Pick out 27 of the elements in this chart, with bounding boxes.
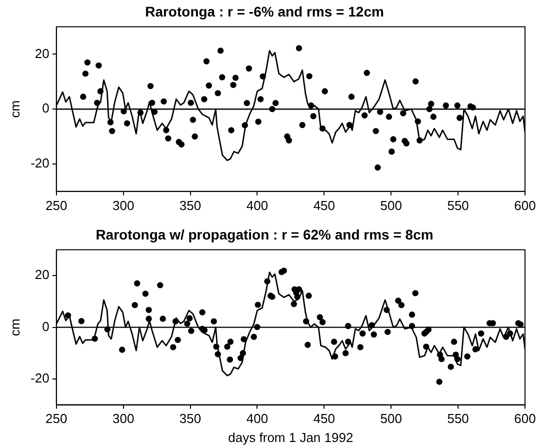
y-tick-label: 20 bbox=[34, 46, 50, 61]
y-tick-label: 0 bbox=[42, 100, 50, 116]
x-tick-label: 350 bbox=[179, 198, 202, 213]
y-tick-label: 20 bbox=[34, 267, 50, 282]
x-tick-label: 600 bbox=[514, 411, 536, 426]
x-tick-label: 400 bbox=[246, 411, 268, 426]
x-tick-label: 500 bbox=[380, 198, 402, 213]
chart-title: Rarotonga w/ propagation : r = 62% and rms = 8cm bbox=[96, 226, 434, 242]
chart-title: Rarotonga : r = -6% and rms = 12cm bbox=[145, 3, 384, 20]
x-axis-title: days from 1 Jan 1992 bbox=[228, 430, 354, 445]
x-tick-label: 550 bbox=[447, 411, 469, 426]
y-tick-label: -20 bbox=[30, 156, 50, 171]
x-tick-label: 300 bbox=[112, 198, 134, 213]
x-tick-label: 400 bbox=[246, 198, 268, 213]
x-tick-label: 600 bbox=[514, 198, 536, 213]
y-axis-title: cm bbox=[7, 318, 22, 336]
x-tick-label: 250 bbox=[46, 198, 68, 213]
x-tick-label: 450 bbox=[313, 198, 336, 213]
x-tick-label: 300 bbox=[112, 411, 134, 426]
y-axis-title: cm bbox=[7, 100, 22, 118]
y-tick-label: -20 bbox=[30, 370, 50, 386]
y-tick-label: 0 bbox=[42, 318, 50, 334]
x-tick-label: 450 bbox=[313, 411, 336, 426]
x-tick-label: 550 bbox=[447, 198, 469, 213]
x-tick-label: 250 bbox=[46, 411, 68, 426]
x-tick-label: 500 bbox=[380, 411, 402, 426]
x-tick-label: 350 bbox=[179, 411, 202, 426]
